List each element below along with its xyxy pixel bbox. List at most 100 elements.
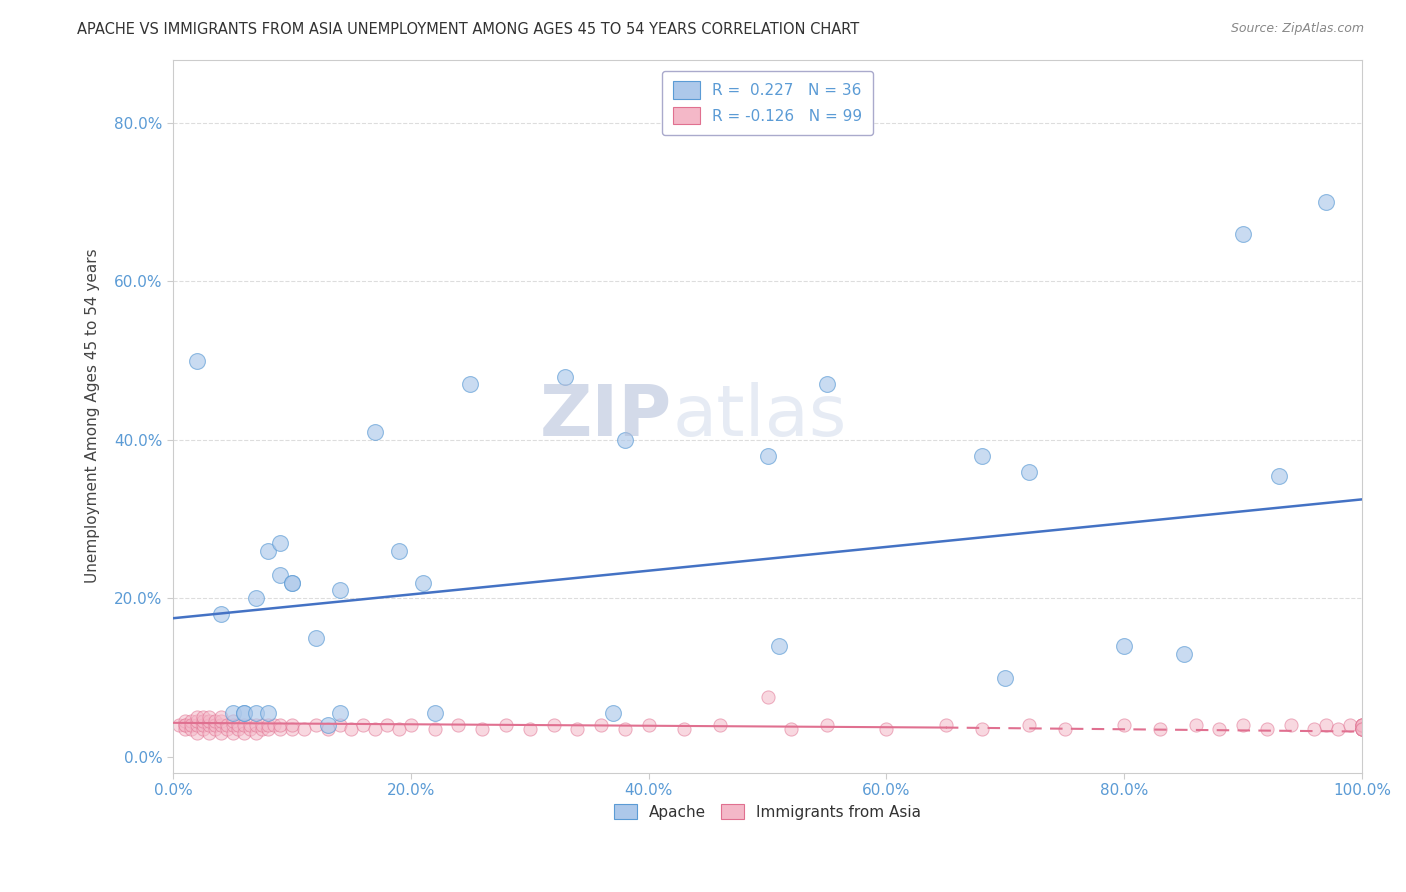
Point bbox=[970, 722, 993, 736]
Point bbox=[364, 425, 387, 439]
Point bbox=[191, 722, 214, 736]
Point bbox=[281, 718, 304, 732]
Point bbox=[1256, 722, 1278, 736]
Point bbox=[209, 710, 232, 724]
Point bbox=[554, 369, 576, 384]
Point bbox=[1351, 722, 1374, 736]
Point bbox=[591, 718, 613, 732]
Point bbox=[1232, 227, 1254, 241]
Point bbox=[281, 575, 304, 590]
Text: Source: ZipAtlas.com: Source: ZipAtlas.com bbox=[1230, 22, 1364, 36]
Point bbox=[215, 722, 238, 736]
Point bbox=[1351, 722, 1374, 736]
Point bbox=[245, 591, 267, 606]
Point bbox=[204, 722, 226, 736]
Point bbox=[613, 433, 636, 447]
Point bbox=[191, 714, 214, 729]
Point bbox=[245, 718, 267, 732]
Point bbox=[186, 714, 208, 729]
Point bbox=[180, 718, 202, 732]
Point bbox=[1208, 722, 1230, 736]
Point bbox=[174, 718, 197, 732]
Point bbox=[191, 718, 214, 732]
Point bbox=[1351, 722, 1374, 736]
Point bbox=[1351, 718, 1374, 732]
Point bbox=[994, 671, 1017, 685]
Point bbox=[1114, 639, 1136, 653]
Point bbox=[197, 710, 219, 724]
Point bbox=[756, 449, 779, 463]
Point bbox=[637, 718, 659, 732]
Point bbox=[191, 710, 214, 724]
Point bbox=[174, 714, 197, 729]
Point bbox=[329, 718, 352, 732]
Text: APACHE VS IMMIGRANTS FROM ASIA UNEMPLOYMENT AMONG AGES 45 TO 54 YEARS CORRELATIO: APACHE VS IMMIGRANTS FROM ASIA UNEMPLOYM… bbox=[77, 22, 859, 37]
Point bbox=[399, 718, 422, 732]
Point bbox=[1351, 722, 1374, 736]
Point bbox=[329, 706, 352, 721]
Point bbox=[186, 718, 208, 732]
Point bbox=[1315, 718, 1337, 732]
Point bbox=[815, 377, 838, 392]
Point bbox=[709, 718, 731, 732]
Point bbox=[1018, 718, 1040, 732]
Point bbox=[364, 722, 387, 736]
Point bbox=[292, 722, 315, 736]
Point bbox=[204, 714, 226, 729]
Point bbox=[180, 722, 202, 736]
Point bbox=[815, 718, 838, 732]
Point bbox=[1351, 722, 1374, 736]
Point bbox=[471, 722, 494, 736]
Point bbox=[543, 718, 565, 732]
Point bbox=[180, 714, 202, 729]
Point bbox=[209, 718, 232, 732]
Point bbox=[1315, 195, 1337, 210]
Y-axis label: Unemployment Among Ages 45 to 54 years: Unemployment Among Ages 45 to 54 years bbox=[86, 249, 100, 583]
Point bbox=[186, 726, 208, 740]
Point bbox=[228, 718, 250, 732]
Point bbox=[305, 631, 328, 645]
Point bbox=[233, 706, 256, 721]
Point bbox=[768, 639, 790, 653]
Point bbox=[221, 706, 243, 721]
Point bbox=[388, 722, 411, 736]
Point bbox=[447, 718, 470, 732]
Point bbox=[495, 718, 517, 732]
Point bbox=[257, 544, 280, 558]
Point bbox=[352, 718, 374, 732]
Point bbox=[316, 722, 339, 736]
Point bbox=[1339, 718, 1361, 732]
Point bbox=[316, 718, 339, 732]
Point bbox=[252, 722, 274, 736]
Point bbox=[252, 718, 274, 732]
Point bbox=[204, 718, 226, 732]
Point bbox=[388, 544, 411, 558]
Point bbox=[197, 718, 219, 732]
Point bbox=[281, 722, 304, 736]
Point bbox=[209, 607, 232, 622]
Text: ZIP: ZIP bbox=[540, 382, 672, 450]
Point bbox=[257, 722, 280, 736]
Point bbox=[613, 722, 636, 736]
Point bbox=[1114, 718, 1136, 732]
Point bbox=[269, 536, 291, 550]
Point bbox=[1184, 718, 1206, 732]
Point bbox=[1351, 718, 1374, 732]
Point bbox=[263, 718, 285, 732]
Point bbox=[197, 714, 219, 729]
Point bbox=[423, 706, 446, 721]
Point bbox=[1018, 465, 1040, 479]
Point bbox=[257, 706, 280, 721]
Point bbox=[935, 718, 957, 732]
Point bbox=[970, 449, 993, 463]
Point bbox=[412, 575, 434, 590]
Point bbox=[269, 718, 291, 732]
Point bbox=[239, 722, 262, 736]
Point bbox=[519, 722, 541, 736]
Point bbox=[1053, 722, 1076, 736]
Point bbox=[186, 353, 208, 368]
Point bbox=[239, 718, 262, 732]
Point bbox=[1303, 722, 1326, 736]
Point bbox=[305, 718, 328, 732]
Point bbox=[233, 726, 256, 740]
